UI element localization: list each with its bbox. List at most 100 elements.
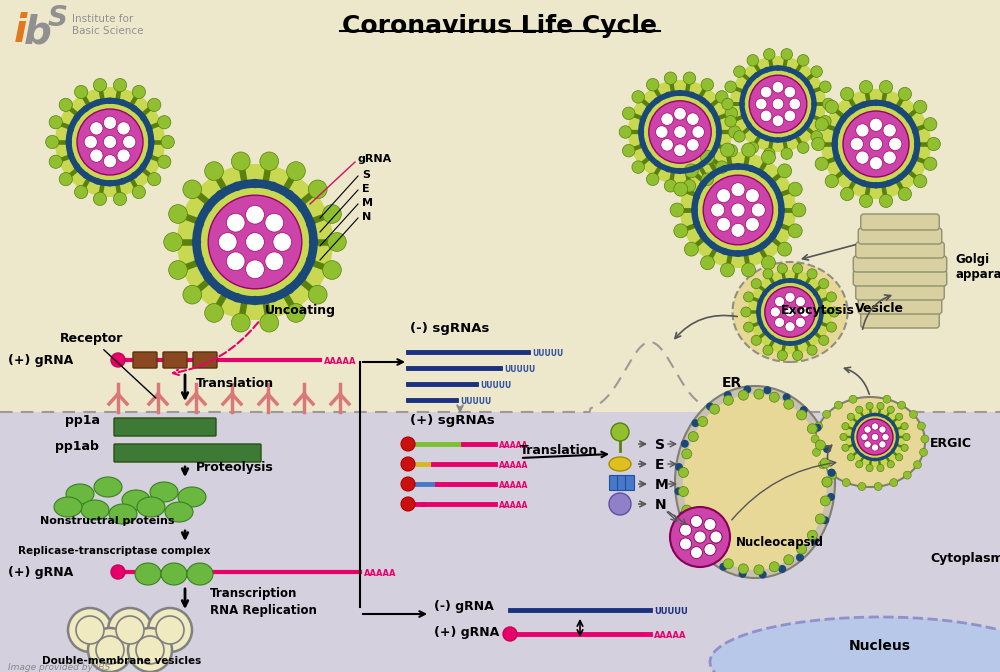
Circle shape — [260, 152, 279, 171]
Circle shape — [664, 72, 677, 85]
Text: Exocytosis: Exocytosis — [781, 304, 855, 317]
Circle shape — [723, 558, 733, 569]
Circle shape — [924, 157, 937, 170]
Text: M: M — [362, 198, 373, 208]
Circle shape — [76, 616, 104, 644]
Circle shape — [678, 468, 688, 478]
Circle shape — [231, 152, 250, 171]
Circle shape — [746, 80, 752, 86]
Circle shape — [754, 565, 764, 575]
Circle shape — [640, 141, 646, 147]
Circle shape — [640, 117, 646, 123]
Circle shape — [903, 471, 911, 479]
Circle shape — [622, 107, 635, 120]
Circle shape — [298, 203, 307, 212]
Circle shape — [797, 339, 802, 345]
Circle shape — [745, 189, 759, 202]
FancyBboxPatch shape — [114, 444, 261, 462]
FancyBboxPatch shape — [856, 284, 944, 300]
Circle shape — [788, 224, 802, 238]
Circle shape — [131, 172, 138, 179]
Circle shape — [195, 255, 204, 265]
Ellipse shape — [81, 500, 109, 520]
Circle shape — [675, 463, 683, 471]
Circle shape — [776, 193, 783, 200]
Circle shape — [298, 271, 307, 281]
Circle shape — [84, 135, 97, 149]
Circle shape — [739, 570, 747, 578]
Circle shape — [821, 89, 931, 199]
Circle shape — [704, 519, 716, 530]
Text: Transcription: Transcription — [210, 587, 297, 600]
Circle shape — [674, 126, 686, 138]
Text: S: S — [48, 4, 68, 32]
Circle shape — [714, 141, 720, 147]
Circle shape — [851, 435, 854, 439]
Circle shape — [917, 422, 925, 430]
Circle shape — [701, 79, 714, 91]
Ellipse shape — [135, 563, 161, 585]
Circle shape — [800, 307, 810, 317]
Circle shape — [759, 571, 767, 579]
Circle shape — [751, 279, 761, 289]
Circle shape — [793, 350, 803, 360]
Circle shape — [677, 90, 683, 96]
Circle shape — [674, 108, 686, 120]
Circle shape — [706, 403, 714, 411]
Circle shape — [778, 565, 786, 573]
Circle shape — [128, 628, 172, 672]
Text: (+) gRNA: (+) gRNA — [434, 626, 499, 639]
Circle shape — [751, 335, 761, 345]
Circle shape — [735, 163, 741, 170]
Circle shape — [891, 422, 895, 425]
Circle shape — [328, 233, 346, 251]
Circle shape — [778, 206, 785, 214]
Text: AAAAA: AAAAA — [499, 461, 528, 470]
Circle shape — [879, 81, 893, 93]
Circle shape — [140, 114, 147, 121]
Circle shape — [698, 538, 708, 548]
Circle shape — [96, 636, 124, 664]
Circle shape — [116, 616, 144, 644]
Circle shape — [778, 339, 783, 345]
Circle shape — [232, 181, 242, 191]
Circle shape — [628, 80, 732, 184]
Circle shape — [661, 138, 673, 151]
Circle shape — [895, 442, 898, 446]
Circle shape — [823, 445, 831, 453]
Circle shape — [192, 237, 201, 247]
Circle shape — [898, 401, 906, 409]
Circle shape — [822, 477, 832, 487]
Circle shape — [880, 414, 884, 417]
Circle shape — [866, 414, 870, 417]
Circle shape — [268, 181, 278, 191]
Text: Translation: Translation — [520, 444, 598, 457]
Circle shape — [856, 406, 863, 413]
Circle shape — [807, 424, 817, 433]
Text: Double-membrane vesicles: Double-membrane vesicles — [42, 656, 201, 666]
Circle shape — [723, 395, 733, 405]
FancyBboxPatch shape — [858, 298, 942, 314]
Circle shape — [94, 178, 101, 185]
Circle shape — [758, 300, 763, 305]
Circle shape — [632, 161, 644, 173]
Circle shape — [111, 565, 125, 579]
Circle shape — [688, 532, 696, 540]
Circle shape — [140, 163, 147, 169]
Circle shape — [117, 149, 130, 162]
Circle shape — [796, 130, 802, 136]
Ellipse shape — [165, 502, 193, 522]
Circle shape — [401, 477, 415, 491]
Circle shape — [744, 322, 754, 332]
FancyBboxPatch shape — [853, 256, 947, 272]
Circle shape — [758, 319, 763, 325]
Circle shape — [912, 153, 919, 160]
Circle shape — [786, 67, 792, 73]
Ellipse shape — [732, 262, 848, 362]
Circle shape — [833, 153, 840, 160]
Circle shape — [654, 161, 660, 167]
Circle shape — [82, 106, 89, 112]
Circle shape — [840, 433, 847, 441]
Circle shape — [688, 431, 698, 442]
Circle shape — [789, 98, 801, 110]
